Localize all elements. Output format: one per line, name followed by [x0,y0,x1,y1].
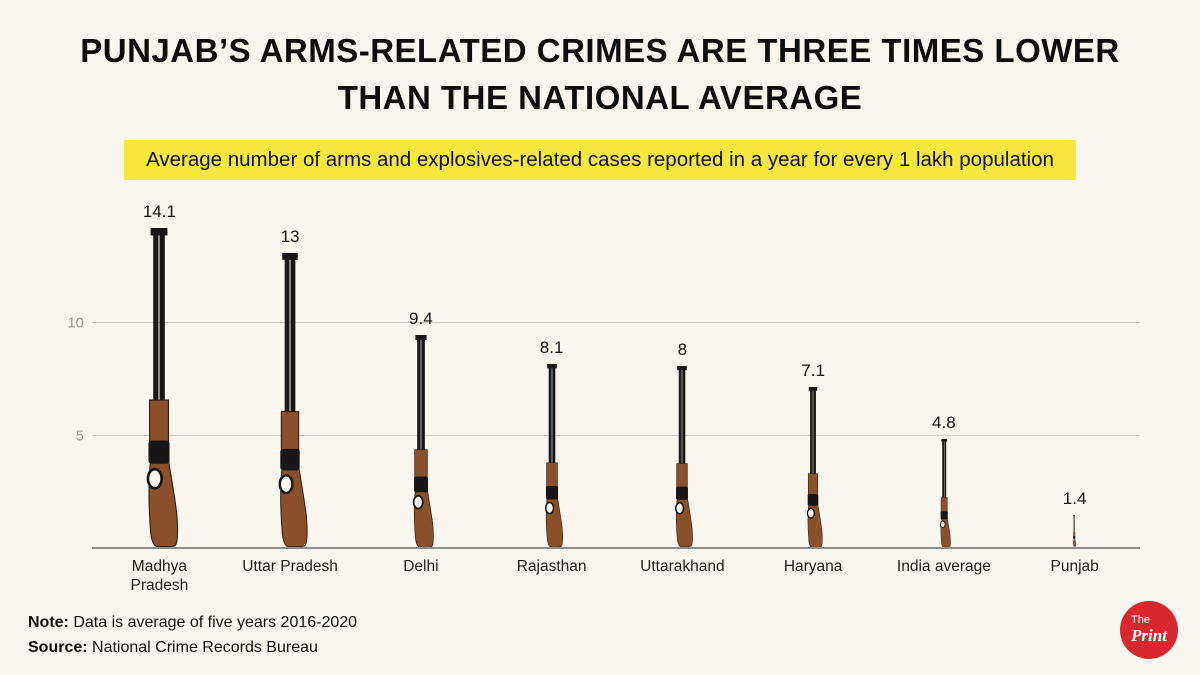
category-label: Punjab [1050,558,1099,575]
x-axis-baseline [92,547,1140,549]
bar-value-label: 1.4 [1062,489,1087,509]
rifle-pictogram [278,253,308,547]
category-label: Uttar Pradesh [242,558,338,575]
page-title: PUNJAB’S ARMS-RELATED CRIMES ARE THREE T… [80,32,1120,116]
logo-text-the: The [1131,613,1150,626]
category-label: Madhya Pradesh [130,558,189,595]
bar-column: 14.1 [130,202,189,547]
bar-column: 8.1 [535,338,569,547]
category-label: India average [896,558,991,575]
theprint-logo: The Print [1120,601,1178,659]
gridline [92,435,1140,436]
chart-subtitle: Average number of arms and explosives-re… [124,140,1076,180]
category-label: Rajasthan [516,558,587,575]
bar-value-label: 14.1 [142,202,176,222]
rifle-pictogram [1073,515,1077,547]
bar-column: 8 [666,340,699,547]
source-text: National Crime Records Bureau [87,639,318,657]
category-label: Haryana [783,558,843,575]
note-label: Note: [28,614,69,632]
rifle-pictogram [939,438,951,547]
rifle-pictogram [544,363,563,547]
subtitle-band: Average number of arms and explosives-re… [0,140,1200,180]
note-line: Note: Data is average of five years 2016… [28,611,357,636]
bar-value-label: 7.1 [801,360,825,380]
bar-value-label: 9.4 [409,308,433,328]
bar-column: 9.4 [401,309,440,547]
category-label: Delhi [403,558,439,575]
bar-value-label: 13 [280,227,300,247]
bar-column: 13 [263,227,317,547]
bar-value-label: 8.1 [539,337,564,357]
chart-area: 5 10 14.1 Madhya Pradesh 13 Uttar Pradesh 9.4 D… [60,196,1140,594]
source-line: Source: National Crime Records Bureau [28,636,357,661]
category-label: Uttarakhand [640,558,725,575]
note-text: Data is average of five years 2016-2020 [68,614,358,632]
y-axis-tick-label: 10 [67,314,84,332]
bar-value-label: 8 [677,340,688,360]
footnotes: Note: Data is average of five years 2016… [28,611,357,661]
rifle-pictogram [147,228,179,547]
bar-value-label: 4.8 [932,412,956,432]
y-axis-tick-label: 5 [75,427,84,445]
rifle-pictogram [806,386,823,547]
rifle-pictogram [412,334,434,547]
rifle-pictogram [675,366,694,547]
bar-column: 1.4 [1062,489,1087,547]
gridline [92,322,1140,323]
source-label: Source: [28,639,88,657]
bar-column: 7.1 [798,361,828,547]
bar-column: 4.8 [932,413,956,547]
logo-text-print: Print [1131,625,1167,645]
